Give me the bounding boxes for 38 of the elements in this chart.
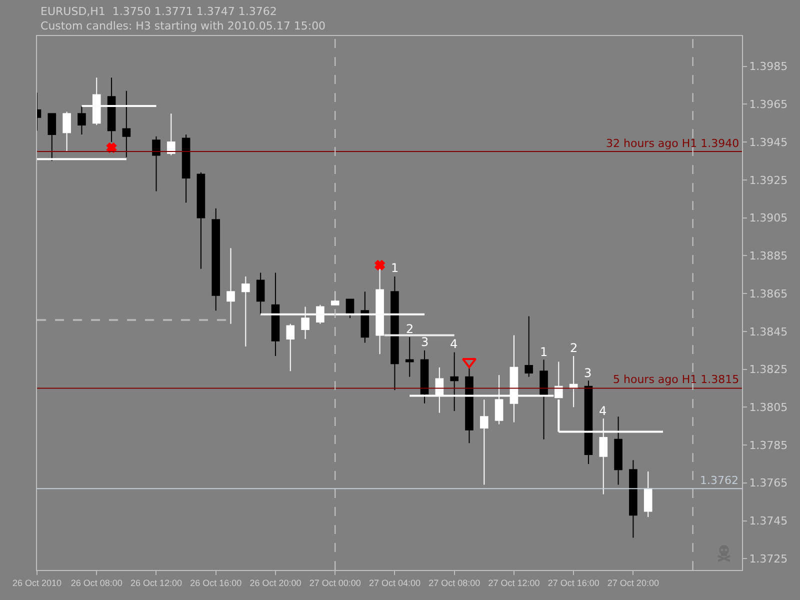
y-tick-label: 1.3985 — [749, 60, 788, 74]
y-tick-label: 1.3945 — [749, 136, 788, 149]
x-tick-label: 26 Oct 12:00 — [130, 578, 182, 588]
y-tick-label: 1.3825 — [749, 363, 788, 376]
y-tick-label: 1.3925 — [749, 174, 788, 187]
y-tick-label: 1.3845 — [749, 325, 788, 338]
x-tick-label: 26 Oct 08:00 — [70, 578, 122, 588]
y-tick-label: 1.3745 — [749, 514, 788, 528]
x-tick-label: 27 Oct 08:00 — [428, 578, 480, 588]
y-tick-label: 1.3805 — [749, 401, 788, 414]
annotation: 4 — [599, 404, 607, 418]
chart-title: EURUSD,H1 1.3750 1.3771 1.3747 1.3762 — [40, 5, 277, 18]
y-tick-label: 1.3785 — [749, 438, 788, 452]
annotation: 1 — [540, 345, 548, 359]
x-tick-label: 27 Oct 04:00 — [368, 578, 420, 588]
x-tick-label: 26 Oct 16:00 — [190, 578, 242, 588]
x-tick-label: 27 Oct 12:00 — [488, 578, 540, 588]
annotation: 1 — [391, 261, 399, 275]
y-tick-label: 1.3885 — [749, 250, 788, 263]
x-tick-label: 27 Oct 20:00 — [607, 578, 659, 588]
y-tick-label: 1.3865 — [749, 287, 788, 300]
annotation: 3 — [584, 366, 592, 380]
chart-subtitle: Custom candles: H3 starting with 2010.05.17 15:00 — [40, 19, 326, 32]
x-tick-label: 27 Oct 16:00 — [548, 578, 600, 588]
annotation: 2 — [570, 341, 578, 355]
y-tick-label: 1.3965 — [749, 98, 788, 112]
annotation: 4 — [450, 337, 458, 351]
y-tick-label: 1.3725 — [749, 552, 788, 566]
ref-line-label: 1.3762 — [700, 474, 738, 487]
y-tick-label: 1.3765 — [749, 476, 788, 490]
ref-line-label: 5 hours ago H1 1.3815 — [613, 373, 740, 386]
ref-line-label: 32 hours ago H1 1.3940 — [606, 137, 740, 150]
x-tick-label: 26 Oct 2010 — [12, 578, 62, 588]
x-tick-label: 26 Oct 20:00 — [250, 578, 302, 588]
annotation: 2 — [406, 322, 414, 336]
y-tick-label: 1.3905 — [749, 212, 788, 225]
x-tick-label: 27 Oct 00:00 — [309, 578, 361, 588]
annotation: 3 — [421, 335, 429, 349]
